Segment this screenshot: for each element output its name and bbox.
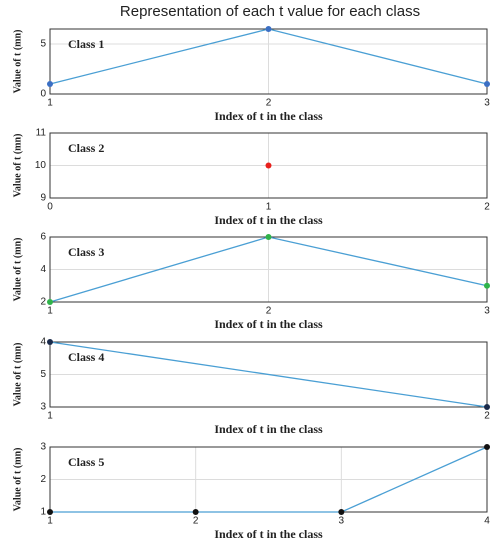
y-tick-label: 3	[40, 442, 46, 453]
y-axis-label: Value of t (mn)	[12, 448, 23, 512]
marker	[484, 444, 490, 450]
x-tick-label: 2	[193, 516, 199, 527]
y-tick-label: 4	[40, 337, 46, 348]
line	[49, 341, 488, 408]
annotation: Class 4	[68, 350, 104, 364]
x-axis-label: Index of t in the class	[214, 527, 323, 541]
marker	[265, 162, 272, 169]
x-axis-label: Index of t in the class	[214, 109, 323, 123]
x-tick-label: 1	[47, 411, 53, 422]
marker	[484, 282, 490, 289]
y-tick-label: 0	[40, 89, 46, 100]
y-tick-label: 5	[40, 39, 46, 50]
annotation: Class 3	[68, 245, 104, 259]
x-tick-label: 3	[484, 306, 490, 317]
x-tick-label: 2	[484, 202, 490, 213]
marker	[265, 26, 272, 32]
y-tick-label: 10	[35, 160, 47, 171]
marker	[338, 509, 345, 515]
plot-frame	[49, 341, 488, 408]
y-axis-label: Value of t (mn)	[12, 134, 23, 198]
y-axis-label: Value of t (mn)	[12, 30, 23, 94]
x-tick-label: 1	[47, 306, 53, 317]
y-tick-label: 9	[40, 193, 46, 204]
y-tick-label: 2	[40, 297, 46, 308]
y-tick-label: 2	[40, 474, 46, 485]
marker	[265, 234, 272, 240]
marker	[47, 81, 53, 87]
marker	[192, 509, 199, 515]
x-axis-label: Index of t in the class	[214, 213, 323, 227]
x-axis-label: Index of t in the class	[214, 422, 323, 436]
x-tick-label: 3	[339, 516, 345, 527]
y-tick-label: 11	[36, 128, 47, 139]
x-tick-label: 2	[266, 98, 272, 109]
y-tick-label: 1	[40, 507, 46, 518]
y-tick-label: 4	[40, 264, 46, 275]
plot-frame	[49, 132, 488, 199]
x-tick-label: 1	[47, 98, 53, 109]
x-tick-label: 2	[266, 306, 272, 317]
annotation: Class 1	[68, 37, 104, 51]
marker	[47, 509, 53, 515]
annotation: Class 2	[68, 141, 104, 155]
marker	[47, 299, 53, 305]
x-tick-label: 0	[47, 202, 53, 213]
x-axis-label: Index of t in the class	[214, 317, 323, 331]
y-tick-label: 6	[40, 232, 46, 243]
x-tick-label: 3	[484, 98, 490, 109]
x-tick-label: 1	[47, 516, 53, 527]
x-tick-label: 1	[266, 202, 272, 213]
marker	[47, 339, 53, 345]
y-tick-label: 5	[40, 369, 46, 380]
annotation: Class 5	[68, 455, 104, 469]
y-axis-label: Value of t (mn)	[12, 238, 23, 302]
line	[50, 446, 488, 513]
marker	[484, 404, 490, 410]
x-tick-label: 4	[484, 516, 490, 527]
y-axis-label: Value of t (mn)	[12, 343, 23, 407]
figure-title: Representation of each t value for each …	[120, 3, 420, 20]
marker	[484, 81, 490, 87]
x-tick-label: 2	[484, 411, 490, 422]
y-tick-label: 3	[40, 402, 46, 413]
